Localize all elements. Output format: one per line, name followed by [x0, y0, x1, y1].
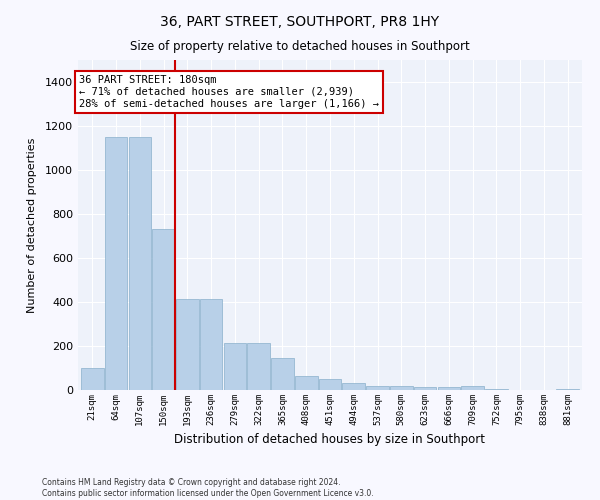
Bar	[200, 298, 223, 390]
Bar	[152, 230, 175, 390]
X-axis label: Distribution of detached houses by size in Southport: Distribution of detached houses by size …	[175, 434, 485, 446]
Text: Size of property relative to detached houses in Southport: Size of property relative to detached ho…	[130, 40, 470, 53]
Bar	[556, 389, 579, 390]
Bar	[247, 342, 270, 390]
Bar	[485, 389, 508, 390]
Bar	[81, 368, 104, 390]
Bar	[128, 137, 151, 390]
Bar	[366, 386, 389, 390]
Bar	[295, 376, 317, 390]
Text: 36, PART STREET, SOUTHPORT, PR8 1HY: 36, PART STREET, SOUTHPORT, PR8 1HY	[160, 15, 440, 29]
Bar	[437, 386, 460, 390]
Text: 36 PART STREET: 180sqm
← 71% of detached houses are smaller (2,939)
28% of semi-: 36 PART STREET: 180sqm ← 71% of detached…	[79, 76, 379, 108]
Bar	[224, 342, 246, 390]
Bar	[343, 384, 365, 390]
Bar	[105, 137, 127, 390]
Bar	[176, 298, 199, 390]
Y-axis label: Number of detached properties: Number of detached properties	[26, 138, 37, 312]
Bar	[390, 386, 413, 390]
Bar	[414, 386, 436, 390]
Bar	[461, 386, 484, 390]
Bar	[319, 379, 341, 390]
Text: Contains HM Land Registry data © Crown copyright and database right 2024.
Contai: Contains HM Land Registry data © Crown c…	[42, 478, 374, 498]
Bar	[271, 358, 294, 390]
